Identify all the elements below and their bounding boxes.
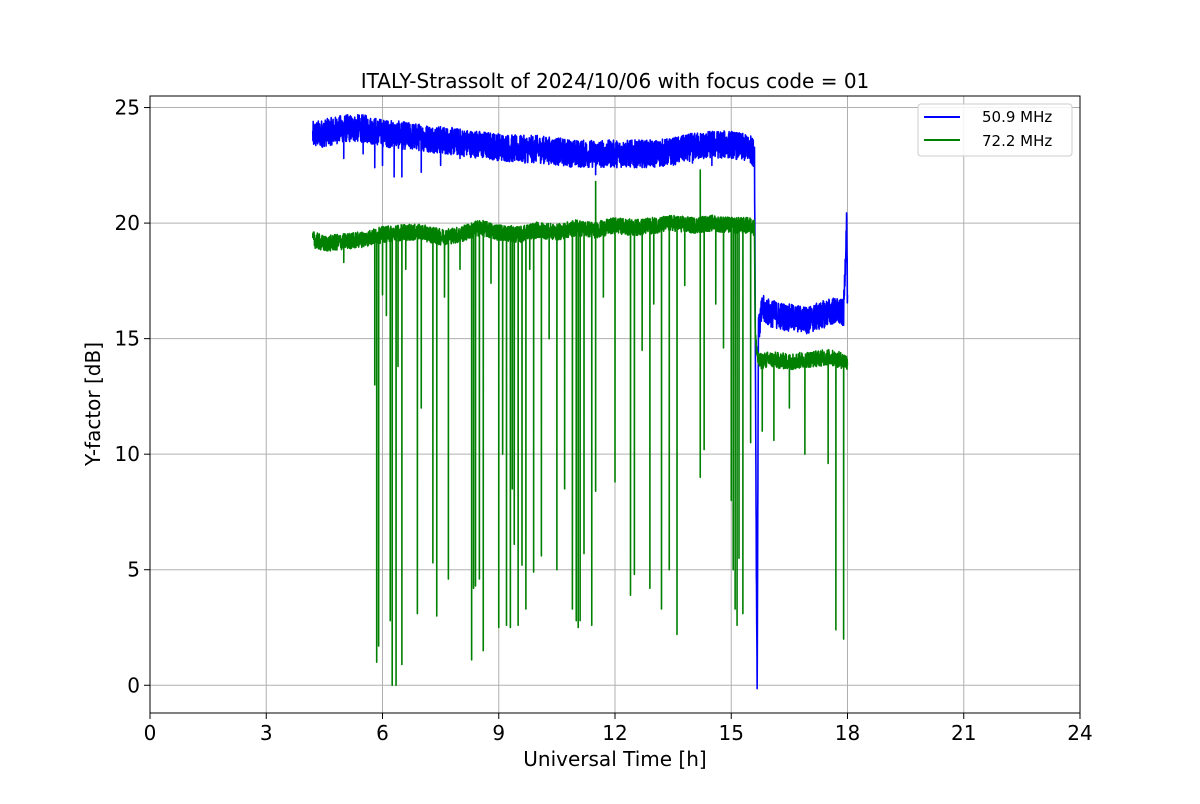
- y-tick-label: 25: [115, 96, 140, 120]
- series-line-72-2-mhz: [311, 169, 849, 687]
- series-line-50-9-mhz: [311, 113, 849, 690]
- x-tick-label: 0: [144, 721, 157, 745]
- axis-ticks: 0 3 6 9 12 15 18 21 24 0 5 10 15 20 25: [115, 96, 1093, 745]
- x-tick-label: 21: [951, 721, 976, 745]
- legend-label-72-2-mhz: 72.2 MHz: [982, 132, 1052, 150]
- x-tick-label: 3: [260, 721, 273, 745]
- y-tick-label: 0: [127, 673, 140, 697]
- y-tick-label: 10: [115, 442, 140, 466]
- chart-title: ITALY-Strassolt of 2024/10/06 with focus…: [361, 69, 870, 93]
- legend-label-50-9-mhz: 50.9 MHz: [982, 108, 1052, 126]
- y-tick-label: 15: [115, 327, 140, 351]
- y-axis-label: Y-factor [dB]: [81, 342, 105, 467]
- x-tick-label: 15: [719, 721, 744, 745]
- series-group: [311, 113, 849, 690]
- x-tick-label: 9: [492, 721, 505, 745]
- y-tick-label: 20: [115, 211, 140, 235]
- x-tick-label: 24: [1067, 721, 1092, 745]
- legend: 50.9 MHz 72.2 MHz: [917, 103, 1073, 157]
- x-tick-label: 12: [602, 721, 627, 745]
- x-axis-label: Universal Time [h]: [523, 747, 706, 771]
- x-tick-label: 18: [835, 721, 860, 745]
- x-tick-label: 6: [376, 721, 389, 745]
- y-tick-label: 5: [127, 558, 140, 582]
